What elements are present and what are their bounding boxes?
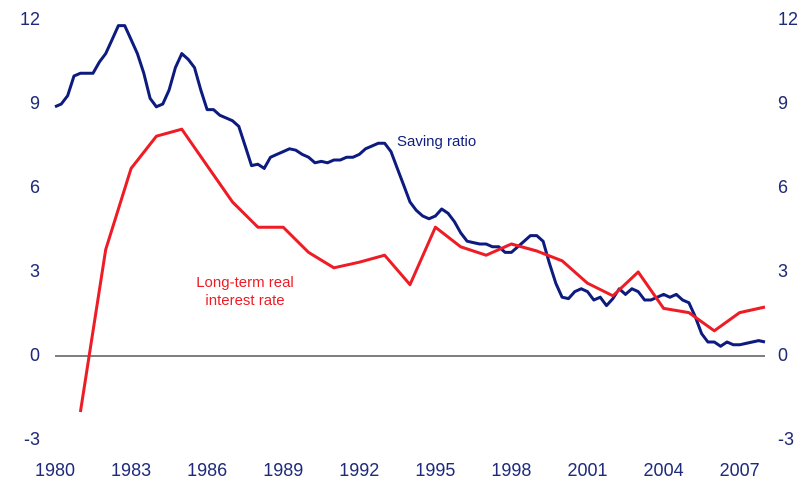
annotation: Saving ratio — [397, 133, 476, 150]
x-tick-label: 1989 — [263, 460, 303, 480]
x-tick-label: 2001 — [567, 460, 607, 480]
y2-tick-label: 0 — [778, 345, 788, 365]
series-line — [54, 24, 766, 348]
x-tick-label: 1992 — [339, 460, 379, 480]
y2-tick-label: 6 — [778, 177, 788, 197]
y-tick-label: 12 — [20, 9, 40, 29]
y2-tick-label: 9 — [778, 93, 788, 113]
x-tick-label: 1986 — [187, 460, 227, 480]
series-line — [78, 127, 766, 413]
x-tick-label: 2004 — [644, 460, 684, 480]
x-tick-label: 1995 — [415, 460, 455, 480]
annotation: interest rate — [205, 292, 284, 309]
y2-tick-label: 12 — [778, 9, 798, 29]
x-tick-label: 1998 — [491, 460, 531, 480]
x-tick-label: 1980 — [35, 460, 75, 480]
y-tick-label: 6 — [30, 177, 40, 197]
y-tick-label: 9 — [30, 93, 40, 113]
y-tick-label: 3 — [30, 261, 40, 281]
x-tick-label: 1983 — [111, 460, 151, 480]
annotation: Long-term real — [196, 274, 294, 291]
y-tick-label: -3 — [24, 429, 40, 449]
x-tick-label: 2007 — [720, 460, 760, 480]
y-tick-label: 0 — [30, 345, 40, 365]
y2-tick-label: -3 — [778, 429, 794, 449]
y2-tick-label: 3 — [778, 261, 788, 281]
